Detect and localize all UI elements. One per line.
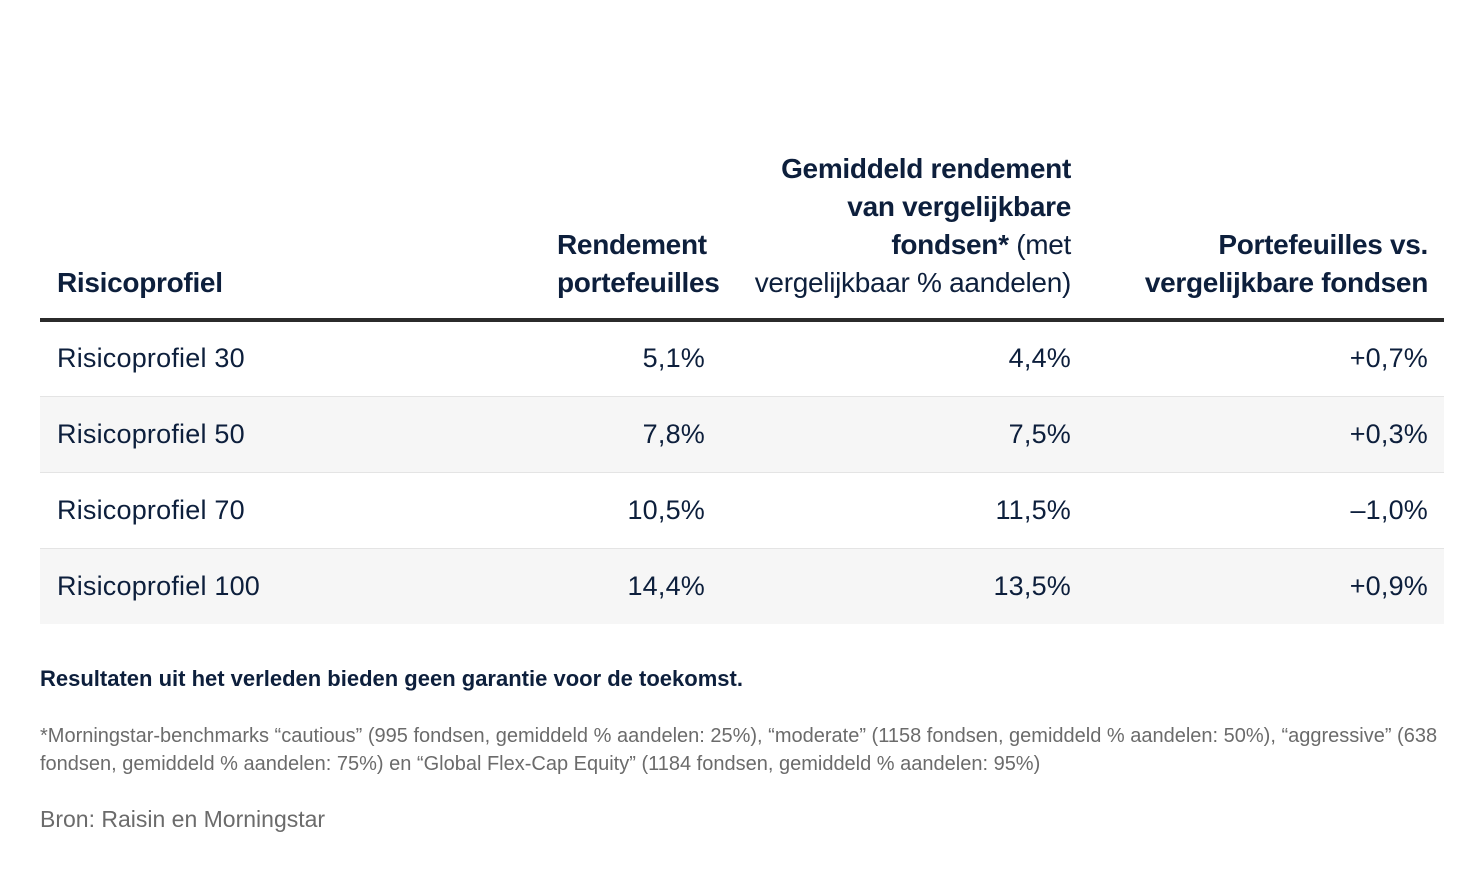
source-note: Bron: Raisin en Morningstar [40,806,326,832]
cell-portfolio-return: 10,5% [540,472,721,549]
cell-difference: –1,0% [1087,472,1444,549]
header-risk-profile: Risicoprofiel [40,0,540,322]
returns-comparison-table: Risicoprofiel Rendement portefeuilles Ge… [40,0,1444,624]
cell-risk-profile: Risicoprofiel 100 [40,548,540,624]
cell-funds-return: 4,4% [721,320,1087,397]
table-row: Risicoprofiel 50 7,8% 7,5% +0,3% [40,396,1444,473]
past-performance-disclaimer: Resultaten uit het verleden bieden geen … [40,666,743,691]
cell-funds-return: 7,5% [721,396,1087,473]
cell-difference: +0,7% [1087,320,1444,397]
comparison-section: Risicoprofiel Rendement portefeuilles Ge… [40,0,1444,834]
cell-risk-profile: Risicoprofiel 30 [40,320,540,397]
table-body: Risicoprofiel 30 5,1% 4,4% +0,7% Risicop… [40,320,1444,624]
table-header: Risicoprofiel Rendement portefeuilles Ge… [40,0,1444,322]
cell-funds-return: 11,5% [721,472,1087,549]
cell-difference: +0,9% [1087,548,1444,624]
header-row: Risicoprofiel Rendement portefeuilles Ge… [40,0,1444,322]
table-row: Risicoprofiel 30 5,1% 4,4% +0,7% [40,320,1444,397]
cell-risk-profile: Risicoprofiel 50 [40,396,540,473]
cell-difference: +0,3% [1087,396,1444,473]
cell-portfolio-return: 5,1% [540,320,721,397]
cell-risk-profile: Risicoprofiel 70 [40,472,540,549]
header-portfolio-return: Rendement portefeuilles [540,0,721,322]
cell-funds-return: 13,5% [721,548,1087,624]
table-row: Risicoprofiel 100 14,4% 13,5% +0,9% [40,548,1444,624]
cell-portfolio-return: 14,4% [540,548,721,624]
table-row: Risicoprofiel 70 10,5% 11,5% –1,0% [40,472,1444,549]
cell-portfolio-return: 7,8% [540,396,721,473]
header-comparable-funds-return: Gemiddeld rendement van vergelijkbare fo… [721,0,1087,322]
benchmark-footnote: *Morningstar-benchmarks “cautious” (995 … [40,725,1438,775]
header-portfolio-vs-funds: Portefeuilles vs. vergelijkbare fondsen [1087,0,1444,322]
